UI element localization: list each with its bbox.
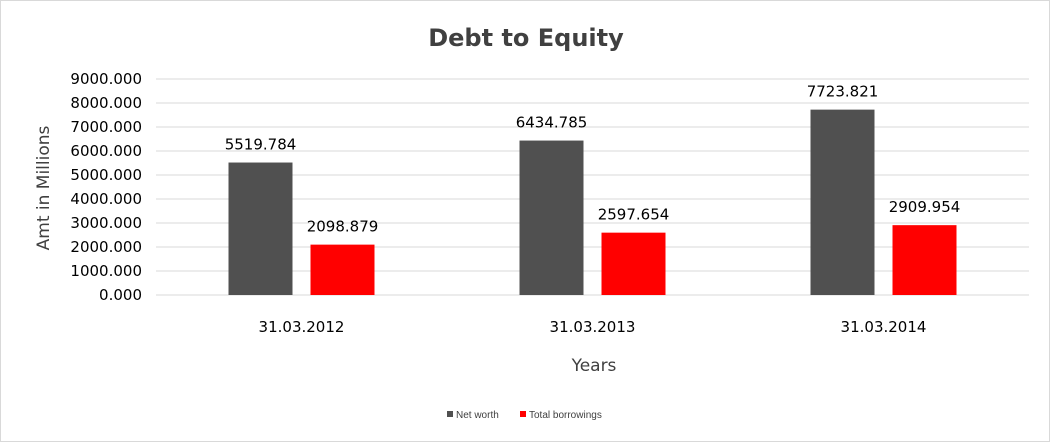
bar-net-worth <box>519 140 584 295</box>
y-tick-label: 4000.000 <box>70 190 142 208</box>
bar-net-worth <box>810 109 875 295</box>
x-axis-ticks: 31.03.2012 31.03.2013 31.03.2014 <box>259 318 927 336</box>
bar-total-borrowings <box>892 225 957 295</box>
y-tick-label: 6000.000 <box>70 142 142 160</box>
y-tick-label: 7000.000 <box>70 118 142 136</box>
bar-total-borrowings <box>601 232 666 295</box>
legend-swatch <box>447 411 453 417</box>
data-label: 2597.654 <box>598 206 670 224</box>
x-tick-label: 31.03.2013 <box>550 318 636 336</box>
y-tick-label: 0.000 <box>99 286 142 304</box>
x-tick-label: 31.03.2014 <box>841 318 927 336</box>
y-axis-ticks: 0.000 1000.000 2000.000 3000.000 4000.000 500… <box>70 70 142 304</box>
data-label: 6434.785 <box>516 114 588 132</box>
y-tick-label: 5000.000 <box>70 166 142 184</box>
legend-label: Net worth <box>456 410 499 421</box>
data-label: 5519.784 <box>225 136 297 154</box>
y-tick-label: 3000.000 <box>70 214 142 232</box>
x-tick-label: 31.03.2012 <box>259 318 345 336</box>
y-tick-label: 9000.000 <box>70 70 142 88</box>
legend: Net worth Total borrowings <box>447 410 602 421</box>
legend-swatch <box>520 411 526 417</box>
legend-label: Total borrowings <box>529 410 602 421</box>
gridlines <box>156 78 1029 296</box>
data-labels: 5519.784 2098.879 6434.785 2597.654 7723.821… <box>225 83 961 236</box>
bar-net-worth <box>228 162 293 295</box>
y-tick-label: 2000.000 <box>70 238 142 256</box>
y-tick-label: 8000.000 <box>70 94 142 112</box>
y-axis-title: Amt in Millions <box>34 125 54 250</box>
bars <box>228 109 957 295</box>
bar-total-borrowings <box>310 244 375 295</box>
data-label: 7723.821 <box>807 83 879 101</box>
x-axis-title: Years <box>571 356 617 376</box>
chart-title: Debt to Equity <box>428 24 624 52</box>
data-label: 2909.954 <box>889 198 961 216</box>
y-tick-label: 1000.000 <box>70 262 142 280</box>
data-label: 2098.879 <box>307 218 379 236</box>
